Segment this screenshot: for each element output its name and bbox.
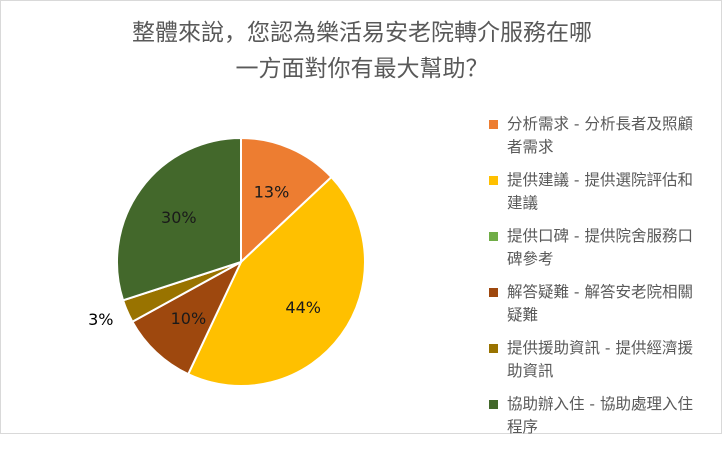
legend-swatch-financial-aid — [489, 344, 498, 353]
legend-item-questions: 解答疑難 - 解答安老院相關疑難 — [489, 281, 719, 327]
legend-item-admission: 協助辦入住 - 協助處理入住程序 — [489, 393, 719, 439]
legend-swatch-admission — [489, 400, 498, 409]
legend-item-advice: 提供建議 - 提供選院評估和建議 — [489, 169, 719, 215]
pie-slice-analysis — [240, 136, 333, 265]
data-label-questions: 10% — [171, 309, 207, 328]
legend-item-analysis: 分析需求 - 分析長者及照顧者需求 — [489, 113, 719, 159]
legend-label-advice: 提供建議 - 提供選院評估和建議 — [507, 171, 693, 212]
legend-item-financial-aid: 提供援助資訊 - 提供經濟援助資訊 — [489, 337, 719, 383]
legend-swatch-questions — [489, 288, 498, 297]
legend-label-admission: 協助辦入住 - 協助處理入住程序 — [507, 395, 693, 436]
chart-title-line-2: 一方面對你有最大幫助？ — [235, 56, 489, 82]
chart-legend: 分析需求 - 分析長者及照顧者需求 提供建議 - 提供選院評估和建議 提供口碑 … — [489, 113, 719, 449]
chart-title: 整體來說，您認為樂活易安老院轉介服務在哪 一方面對你有最大幫助？ — [1, 15, 722, 87]
legend-swatch-reputation — [489, 232, 498, 241]
pie-slice-admission — [116, 136, 242, 302]
legend-label-reputation: 提供口碑 - 提供院舍服務口碑參考 — [507, 227, 693, 268]
data-label-advice: 44% — [285, 298, 321, 317]
legend-label-financial-aid: 提供援助資訊 - 提供經濟援助資訊 — [507, 339, 693, 380]
legend-label-questions: 解答疑難 - 解答安老院相關疑難 — [507, 283, 693, 324]
data-label-financial-aid: 3% — [88, 310, 113, 329]
pie-slice-advice — [186, 175, 366, 387]
legend-swatch-analysis — [489, 120, 498, 129]
pie-slice-questions — [130, 259, 244, 376]
pie-chart: 13% 44% 10% 3% 30% — [88, 136, 366, 387]
data-label-admission: 30% — [161, 208, 197, 227]
chart-title-line-1: 整體來說，您認為樂活易安老院轉介服務在哪 — [132, 20, 592, 46]
legend-swatch-advice — [489, 176, 498, 185]
legend-item-reputation: 提供口碑 - 提供院舍服務口碑參考 — [489, 225, 719, 271]
chart-frame: 整體來說，您認為樂活易安老院轉介服務在哪 一方面對你有最大幫助？ 13% 44% 1… — [0, 0, 722, 436]
data-label-analysis: 13% — [254, 182, 290, 201]
legend-label-analysis: 分析需求 - 分析長者及照顧者需求 — [507, 115, 693, 156]
